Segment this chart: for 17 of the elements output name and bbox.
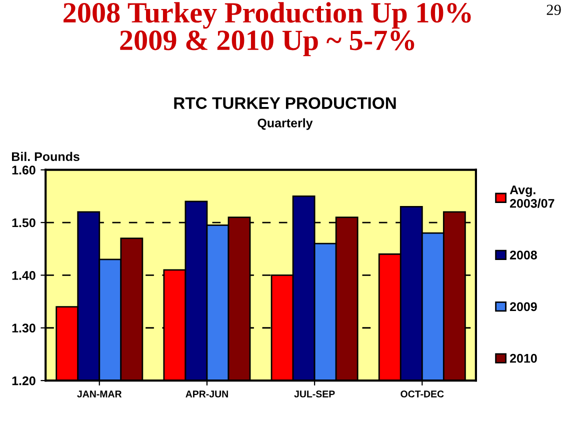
x-tick-label: APR-JUN (186, 390, 228, 398)
y-tick-label: 1.30 (12, 324, 36, 333)
legend-label: 2008 (510, 250, 537, 260)
legend-label: Avg. 2003/07 (510, 186, 554, 208)
legend-label: 2010 (510, 354, 537, 363)
y-tick-label: 1.40 (12, 271, 36, 280)
x-tick-label: OCT-DEC (400, 390, 444, 398)
text: 29 (546, 4, 561, 16)
legend-label: 2009 (510, 302, 537, 312)
y-axis-title: Bil. Pounds (12, 152, 80, 162)
chart-subtitle: RTC TURKEY PRODUCTION Quarterly (174, 97, 396, 130)
x-tick-label: JUL-SEP (294, 390, 335, 398)
y-tick-label: 1.50 (12, 218, 36, 228)
chart-title: 2008 Turkey Production Up 10% 2009 & 2010 Up ~ 5-7% (64, 2, 471, 56)
y-tick-label: 1.20 (12, 376, 36, 386)
x-tick-label: JAN-MAR (77, 390, 122, 398)
y-tick-label: 1.60 (12, 166, 36, 174)
